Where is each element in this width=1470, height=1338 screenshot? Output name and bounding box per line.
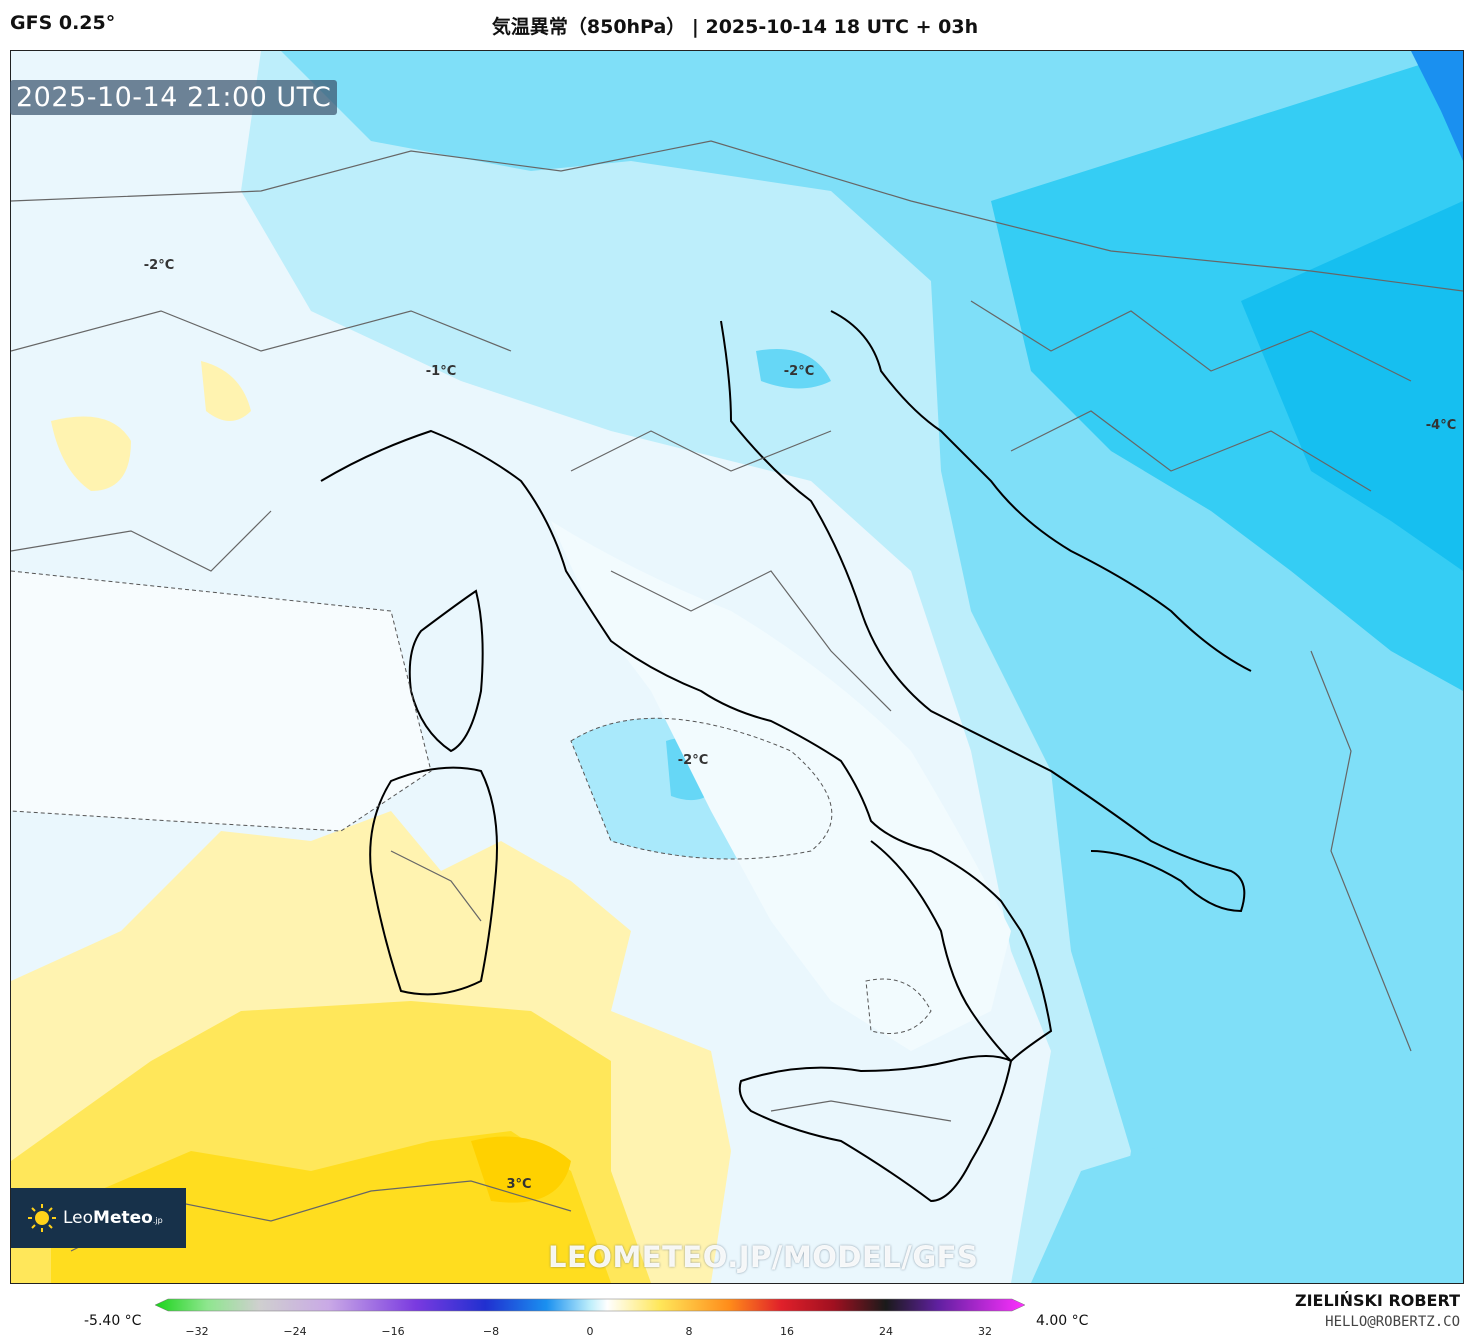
adriatic-patch (756, 349, 831, 389)
contour-label: -4°C (1426, 418, 1456, 433)
anomaly-band-neg5 (1411, 51, 1463, 161)
leometeo-logo: LeoMeteo.jp (11, 1188, 186, 1248)
colorbar-gradient (154, 1298, 1026, 1312)
alps-warm-patch (201, 361, 251, 421)
contour-label: 3°C (506, 1177, 531, 1192)
map-panel: -2°C -1°C -2°C -4°C -2°C 3°C (10, 50, 1464, 1284)
colorbar-tick: −24 (283, 1325, 306, 1338)
author-name: ZIELIŃSKI ROBERT (1294, 1291, 1460, 1310)
anomaly-band-neg3 (991, 51, 1463, 691)
contour-lines (11, 570, 932, 1034)
italy-east-coast (720, 320, 1246, 913)
contour-label: -2°C (678, 753, 708, 768)
colorbar-tick: 16 (780, 1325, 794, 1338)
colorbar-max-label: 4.00 °C (1036, 1313, 1089, 1329)
author-email[interactable]: HELLO@ROBERTZ.CO (1325, 1314, 1460, 1330)
colorbar-tick: −32 (185, 1325, 208, 1338)
colorbar-tick: 8 (686, 1325, 693, 1338)
anomaly-map: -2°C -1°C -2°C -4°C -2°C 3°C (11, 51, 1463, 1283)
italy-west-coast (320, 429, 1053, 1063)
colorbar-tick: 32 (978, 1325, 992, 1338)
warm-band-pos3 (51, 1131, 611, 1283)
site-watermark[interactable]: LEOMETEO.JP/MODEL/GFS (548, 1240, 979, 1274)
contour-label: -2°C (784, 364, 814, 379)
valid-time-badge: 2025-10-14 21:00 UTC (10, 80, 338, 115)
colorbar-tick: −16 (381, 1325, 404, 1338)
warm-core (471, 1136, 571, 1203)
colorbar-tick: 0 (587, 1325, 594, 1338)
contour-label: -2°C (144, 258, 174, 273)
west-med-fill (11, 571, 431, 831)
contour-label: -1°C (426, 364, 456, 379)
colorbar-min-label: -5.40 °C (84, 1313, 142, 1329)
colorbar-tick: −8 (483, 1325, 499, 1338)
italy-land-fill (551, 521, 1011, 1051)
sun-icon (28, 1204, 56, 1232)
ionian-band (1031, 1091, 1463, 1283)
anomaly-band-neg4 (1241, 201, 1463, 571)
colorbar: −32 −24 −16 −8 0 8 16 24 32 (154, 1298, 1026, 1338)
map-title: 気温異常（850hPa） | 2025-10-14 18 UTC + 03h (491, 16, 979, 38)
model-label: GFS 0.25° (10, 12, 116, 34)
balkan-coast (830, 310, 1252, 672)
colorbar-tick: 24 (879, 1325, 893, 1338)
sardinia-coast (369, 766, 498, 996)
logo-text: LeoMeteo.jp (63, 1208, 163, 1228)
sicily-coast (738, 1055, 1013, 1203)
france-warm-patch (51, 416, 131, 491)
